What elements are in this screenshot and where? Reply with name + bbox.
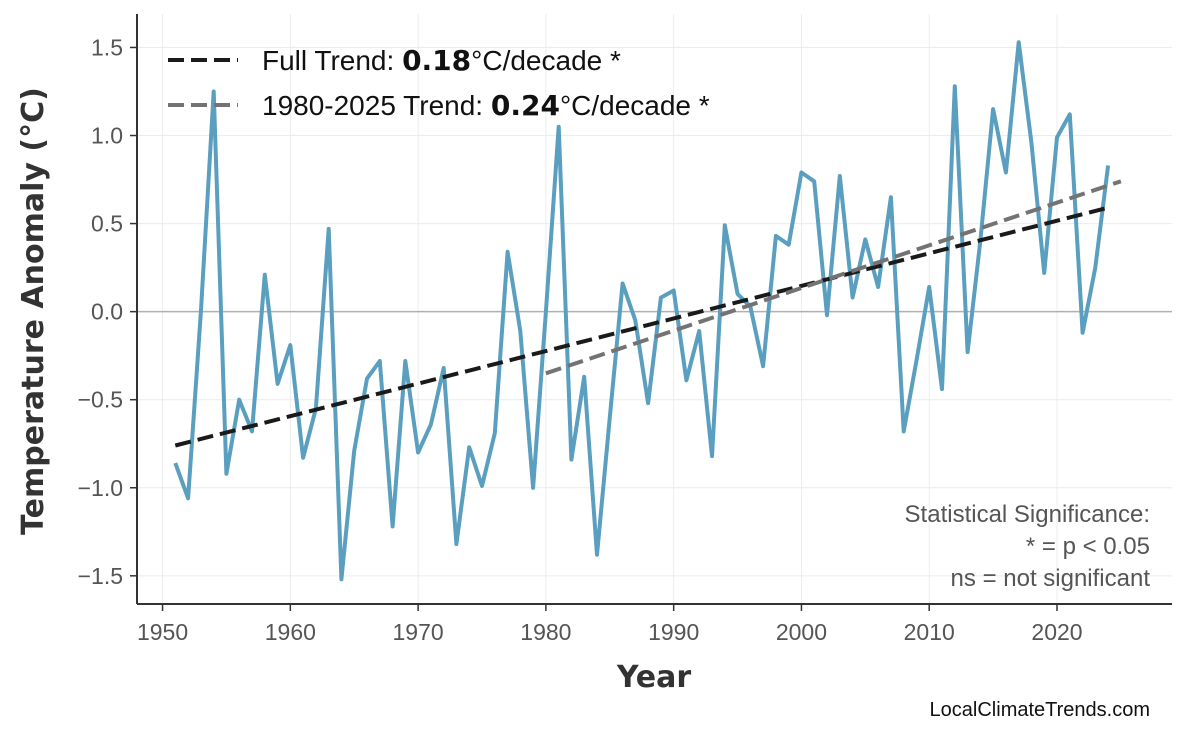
y-tick-label: −1.5 [78, 563, 123, 589]
significance-note: Statistical Significance: * = p < 0.05 n… [905, 501, 1151, 592]
y-axis-label: Temperature Anomaly (°C) [16, 87, 51, 535]
y-tick-label: 1.0 [91, 123, 123, 149]
series-layer [173, 40, 1122, 582]
x-tick-label: 2020 [1031, 619, 1082, 645]
legend-value: 0.18 [402, 44, 471, 77]
legend-suffix: °C/decade * [560, 90, 710, 121]
axes: 1950 1960 1970 1980 1990 2000 2010 2020 −1.5 −1.0… [78, 14, 1172, 645]
legend-suffix: °C/decade * [471, 45, 621, 76]
y-tick-label: 0.0 [91, 299, 123, 325]
legend: Full Trend: 0.18°C/decade * 1980-2025 Tr… [168, 44, 710, 122]
credit-text: LocalClimateTrends.com [930, 699, 1150, 721]
legend-prefix: Full Trend: [262, 45, 402, 76]
y-tick-label: 1.5 [91, 34, 123, 60]
legend-recent-trend-label: 1980-2025 Trend: 0.24°C/decade * [262, 89, 710, 122]
x-tick-label: 1970 [393, 619, 444, 645]
anomaly-line [173, 40, 1111, 582]
x-tick-label: 1950 [137, 619, 188, 645]
x-tick-label: 2010 [904, 619, 955, 645]
significance-ns: ns = not significant [951, 565, 1151, 592]
x-tick-label: 1990 [648, 619, 699, 645]
x-tick-label: 1980 [520, 619, 571, 645]
legend-full-trend-label: Full Trend: 0.18°C/decade * [262, 44, 621, 77]
significance-p: * = p < 0.05 [1026, 533, 1150, 560]
x-tick-label: 1960 [265, 619, 316, 645]
x-tick-label: 2000 [776, 619, 827, 645]
legend-value: 0.24 [491, 89, 560, 122]
y-tick-label: 0.5 [91, 211, 123, 237]
y-tick-label: −1.0 [78, 475, 123, 501]
y-tick-label: −0.5 [78, 387, 123, 413]
recent-trend-line [545, 179, 1122, 376]
x-axis-label: Year [616, 660, 692, 695]
significance-title: Statistical Significance: [905, 501, 1150, 528]
legend-prefix: 1980-2025 Trend: [262, 90, 491, 121]
